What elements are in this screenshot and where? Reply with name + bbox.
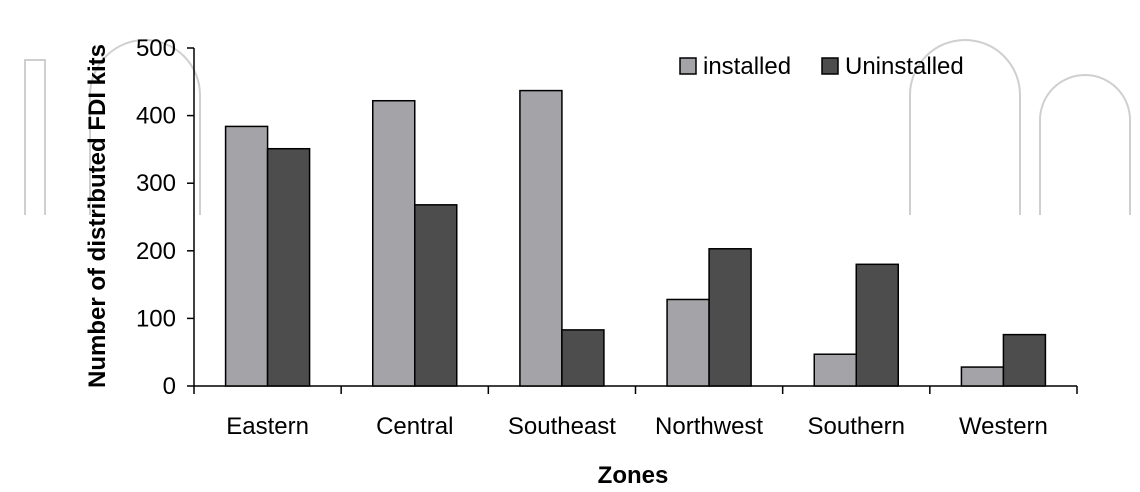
- bar-uninstalled-central: [414, 204, 458, 387]
- x-tick-label: Southern: [808, 413, 905, 440]
- background-watermark: [24, 39, 1131, 215]
- bar-uninstalled-eastern: [266, 147, 311, 387]
- x-tick-label: Northwest: [655, 413, 763, 440]
- tick-labels: 0 100 200 300 400 500 Eastern Central Southeast N…: [136, 35, 1048, 440]
- x-axis-title: Zones: [598, 462, 669, 487]
- y-tick-label: 0: [163, 373, 176, 400]
- x-tick-label: Eastern: [226, 413, 309, 440]
- y-tick-label: 100: [136, 305, 176, 332]
- bar-installed-central: [372, 99, 416, 387]
- bar-uninstalled-northwest: [708, 248, 752, 387]
- y-axis-title: Number of distributed FDI kits: [84, 44, 111, 388]
- x-tick-label: Central: [376, 413, 453, 440]
- bar-uninstalled-southern: [855, 263, 899, 387]
- legend-swatch-installed: [679, 57, 697, 75]
- y-tick-label: 200: [136, 238, 176, 265]
- x-tick-label: Western: [959, 413, 1048, 440]
- legend-label-installed: installed: [703, 53, 791, 80]
- bar-uninstalled-western: [1002, 333, 1047, 387]
- legend-swatch-uninstalled: [821, 57, 839, 75]
- legend: installed Uninstalled: [679, 53, 964, 80]
- bar-installed-northwest: [666, 298, 710, 387]
- y-tick-label: 500: [136, 35, 176, 62]
- bar-installed-western: [960, 366, 1005, 387]
- axes: [187, 47, 1078, 394]
- legend-label-uninstalled: Uninstalled: [845, 53, 964, 80]
- bars: [224, 89, 1047, 387]
- bar-installed-eastern: [224, 125, 269, 387]
- y-tick-label: 400: [136, 103, 176, 130]
- y-tick-label: 300: [136, 170, 176, 197]
- x-tick-label: Southeast: [508, 413, 616, 440]
- bar-uninstalled-southeast: [561, 329, 605, 387]
- bar-installed-southern: [813, 353, 857, 387]
- bar-installed-southeast: [519, 89, 563, 387]
